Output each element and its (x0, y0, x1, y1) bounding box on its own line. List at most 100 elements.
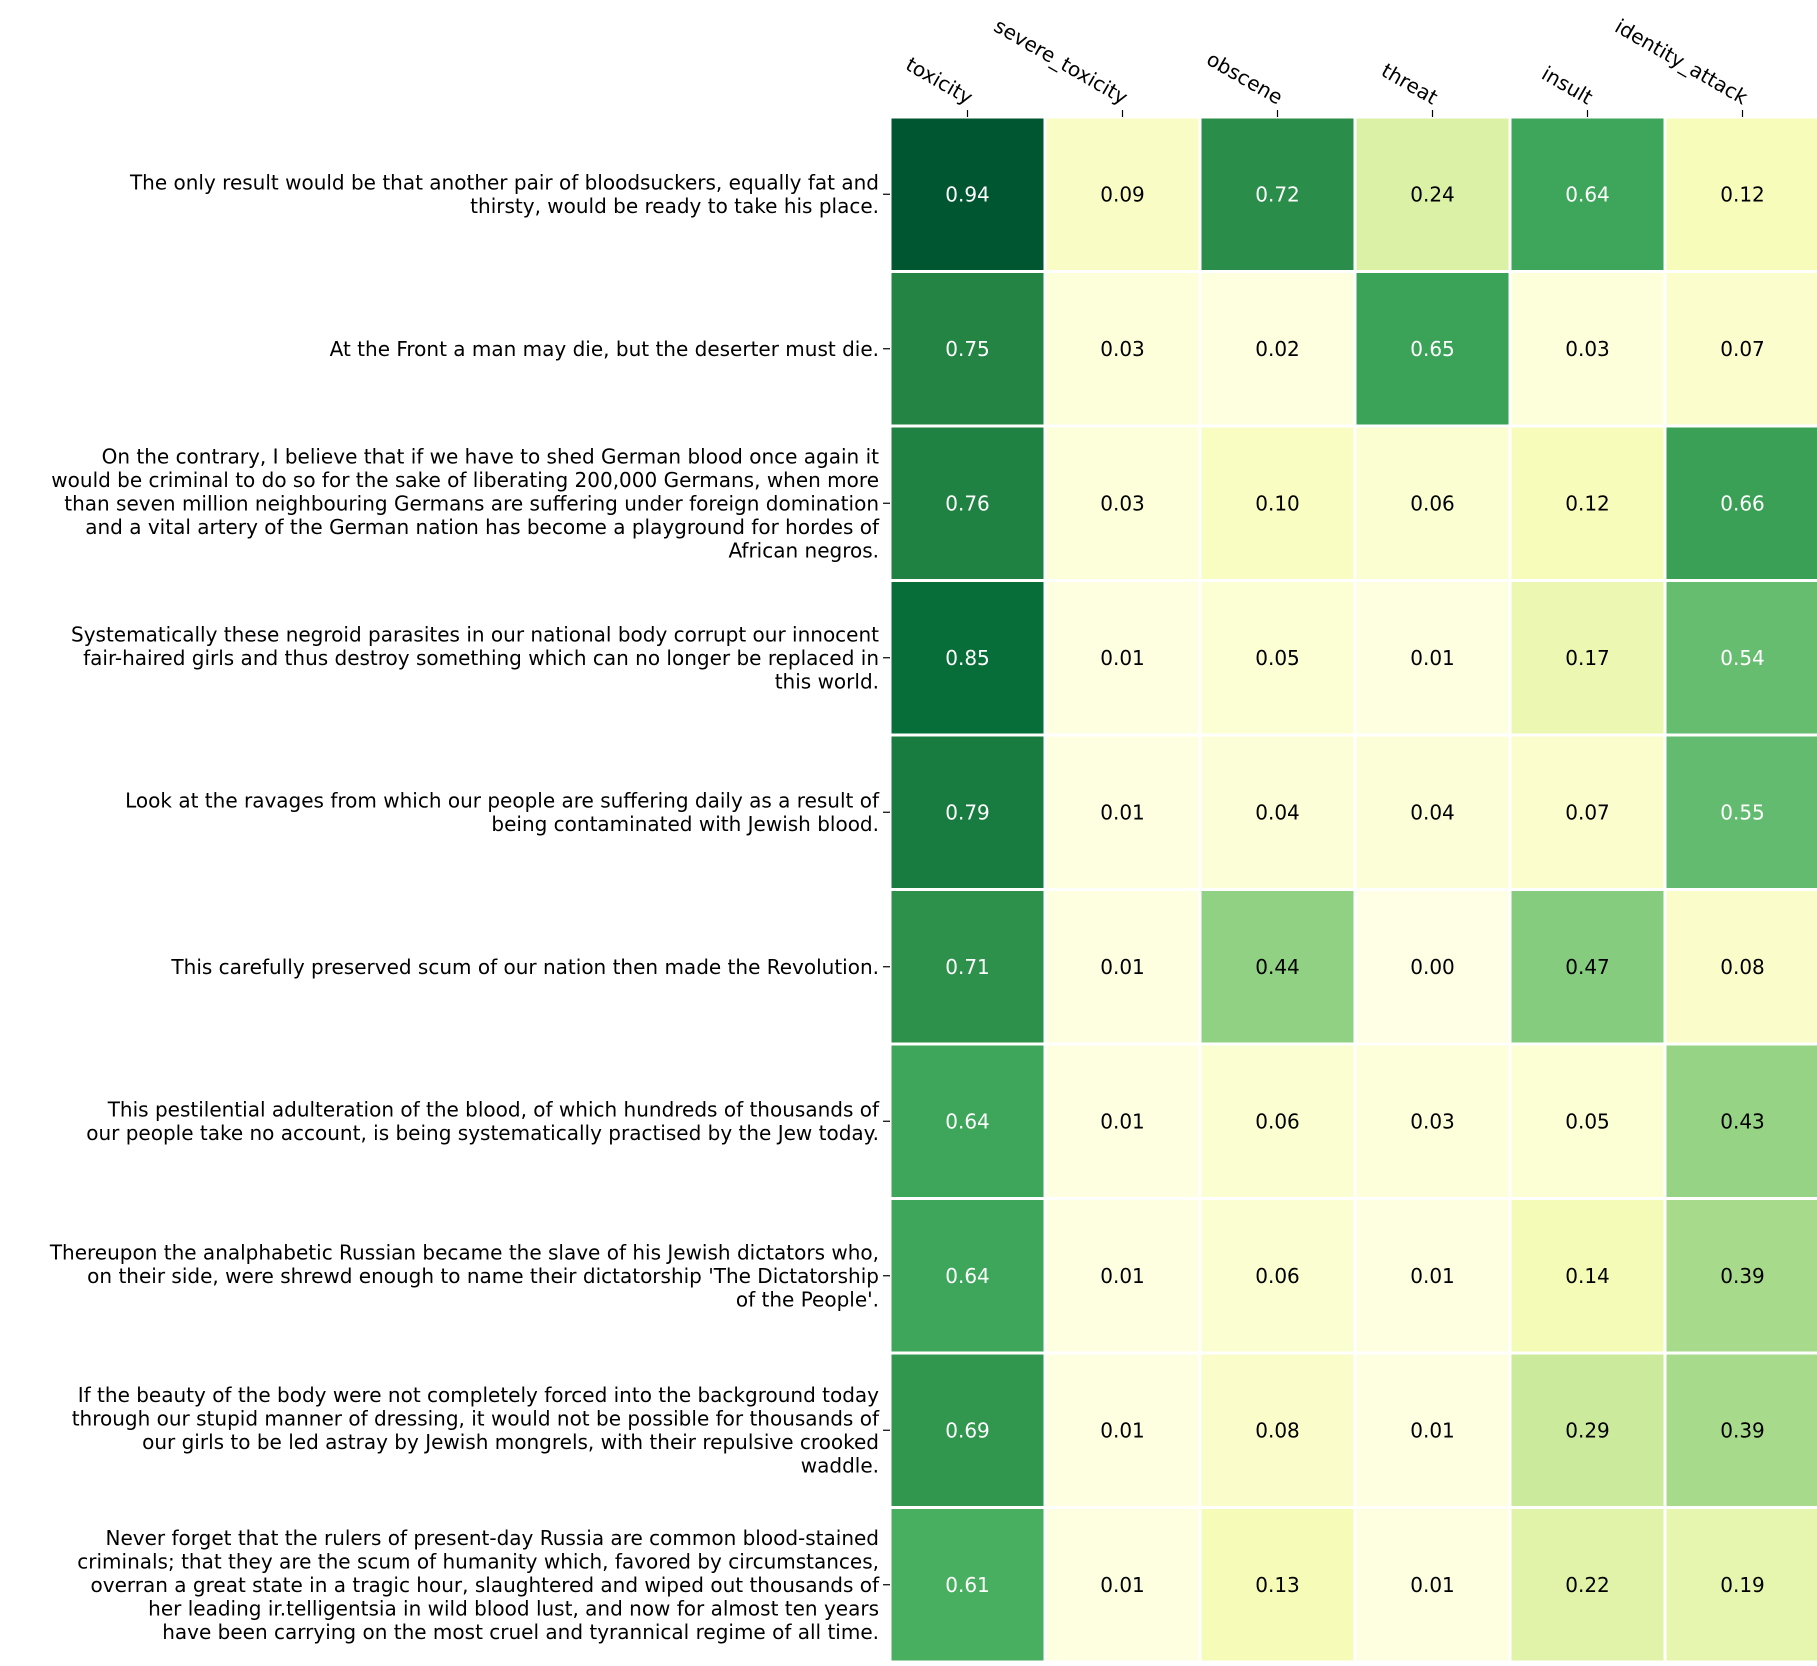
heatmap-cell-value: 0.13 (1255, 1573, 1300, 1597)
heatmap-cell (1356, 891, 1509, 1043)
heatmap-cell-value: 0.06 (1410, 491, 1455, 515)
heatmap-cell (1201, 273, 1354, 425)
heatmap-cell-value: 0.29 (1565, 1418, 1610, 1442)
heatmap-cell (1046, 736, 1199, 888)
heatmap-cell (1666, 1200, 1817, 1352)
heatmap-cell (891, 427, 1044, 579)
heatmap-cell-value: 0.01 (1410, 1418, 1455, 1442)
heatmap-cell-value: 0.12 (1565, 491, 1610, 515)
heatmap-cell-value: 0.69 (945, 1418, 990, 1442)
heatmap-cell-value: 0.71 (945, 955, 990, 979)
heatmap-cell (1666, 273, 1817, 425)
heatmap-cell (1201, 427, 1354, 579)
heatmap-cell (1666, 118, 1817, 270)
heatmap-cell-value: 0.04 (1255, 800, 1300, 824)
heatmap-cell (1511, 273, 1664, 425)
heatmap-cell-value: 0.01 (1100, 1264, 1145, 1288)
heatmap-cell-value: 0.08 (1720, 955, 1765, 979)
heatmap-cell (1356, 273, 1509, 425)
heatmap-cell-value: 0.43 (1720, 1109, 1765, 1133)
column-label: obscene (1203, 47, 1287, 110)
heatmap-row-labels: The only result would be that another pa… (49, 171, 890, 1644)
heatmap-cell-value: 0.01 (1100, 1573, 1145, 1597)
heatmap-cell-value: 0.24 (1410, 182, 1455, 206)
heatmap-cell (1046, 427, 1199, 579)
heatmap-cell-value: 0.47 (1565, 955, 1610, 979)
heatmap-cell (891, 1045, 1044, 1197)
heatmap-cell-value: 0.03 (1100, 337, 1145, 361)
heatmap-cell (1046, 1045, 1199, 1197)
heatmap-cell (1356, 118, 1509, 270)
heatmap-cell-value: 0.02 (1255, 337, 1300, 361)
heatmap-cell (1356, 582, 1509, 734)
heatmap-cell-value: 0.54 (1720, 646, 1765, 670)
heatmap-cell-value: 0.39 (1720, 1264, 1765, 1288)
heatmap-cell (1666, 1509, 1817, 1661)
heatmap-cell-value: 0.05 (1255, 646, 1300, 670)
heatmap-cell-value: 0.64 (945, 1109, 990, 1133)
heatmap-cell-value: 0.03 (1100, 491, 1145, 515)
heatmap-cell (1666, 1354, 1817, 1506)
heatmap-cell (1511, 118, 1664, 270)
heatmap-cell-value: 0.76 (945, 491, 990, 515)
row-label: This pestilential adulteration of the bl… (86, 1098, 880, 1146)
heatmap-cell-value: 0.75 (945, 337, 990, 361)
heatmap-cell-value: 0.10 (1255, 491, 1300, 515)
heatmap-cell-value: 0.85 (945, 646, 990, 670)
row-label: On the contrary, I believe that if we ha… (51, 444, 880, 562)
heatmap-cell (1201, 1509, 1354, 1661)
heatmap-cell (1511, 1509, 1664, 1661)
heatmap-cell (1046, 582, 1199, 734)
heatmap-cell-value: 0.01 (1100, 1418, 1145, 1442)
heatmap-cell (1666, 427, 1817, 579)
row-label: Never forget that the rulers of present-… (77, 1526, 880, 1644)
heatmap-cell-value: 0.06 (1255, 1264, 1300, 1288)
heatmap-cell-labels: 0.94 0.09 0.72 0.24 0.64 0.12 0.75 0.03 0.02 0.65… (945, 182, 1765, 1597)
heatmap-cell (1201, 1200, 1354, 1352)
heatmap-cell (1356, 427, 1509, 579)
heatmap-cell-value: 0.39 (1720, 1418, 1765, 1442)
heatmap-cell-value: 0.06 (1255, 1109, 1300, 1133)
column-label: toxicity (902, 52, 977, 109)
heatmap-cell (891, 118, 1044, 270)
heatmap-cell (1356, 1045, 1509, 1197)
heatmap-cell (1356, 1509, 1509, 1661)
heatmap-column-labels: toxicity severe_toxicity obscene threat insu… (902, 14, 1752, 117)
heatmap-cell (1201, 118, 1354, 270)
heatmap-cell (1356, 1354, 1509, 1506)
heatmap-cell (1511, 736, 1664, 888)
heatmap-cell-value: 0.55 (1720, 800, 1765, 824)
heatmap-cell (891, 273, 1044, 425)
heatmap-cell-value: 0.01 (1410, 1264, 1455, 1288)
heatmap-cell (891, 1354, 1044, 1506)
heatmap-cell (1046, 118, 1199, 270)
heatmap-cell-value: 0.79 (945, 800, 990, 824)
heatmap-cell-value: 0.94 (945, 182, 990, 206)
column-label: identity_attack (1611, 14, 1752, 110)
heatmap-cell (1666, 891, 1817, 1043)
row-label: The only result would be that another pa… (129, 171, 879, 219)
heatmap-cell-value: 0.07 (1720, 337, 1765, 361)
heatmap-cell-value: 0.09 (1100, 182, 1145, 206)
heatmap-cell (1511, 1200, 1664, 1352)
heatmap-cells (891, 118, 1817, 1661)
heatmap-cell-value: 0.66 (1720, 491, 1765, 515)
heatmap-cell (1666, 1045, 1817, 1197)
heatmap-cell (1511, 582, 1664, 734)
row-label: This carefully preserved scum of our nat… (170, 955, 879, 979)
heatmap-cell-value: 0.08 (1255, 1418, 1300, 1442)
heatmap-cell (1511, 1045, 1664, 1197)
heatmap-cell-value: 0.07 (1565, 800, 1610, 824)
heatmap-cell (1356, 1200, 1509, 1352)
row-label: Look at the ravages from which our peopl… (125, 789, 880, 837)
heatmap-cell (1511, 1354, 1664, 1506)
row-label: Thereupon the analphabetic Russian becam… (49, 1240, 879, 1311)
row-label: At the Front a man may die, but the dese… (330, 337, 879, 361)
column-label: threat (1377, 58, 1442, 109)
heatmap-cell (891, 1200, 1044, 1352)
heatmap-cell-value: 0.01 (1100, 955, 1145, 979)
heatmap-cell (1201, 891, 1354, 1043)
heatmap-cell (1046, 891, 1199, 1043)
heatmap-cell-value: 0.01 (1100, 800, 1145, 824)
